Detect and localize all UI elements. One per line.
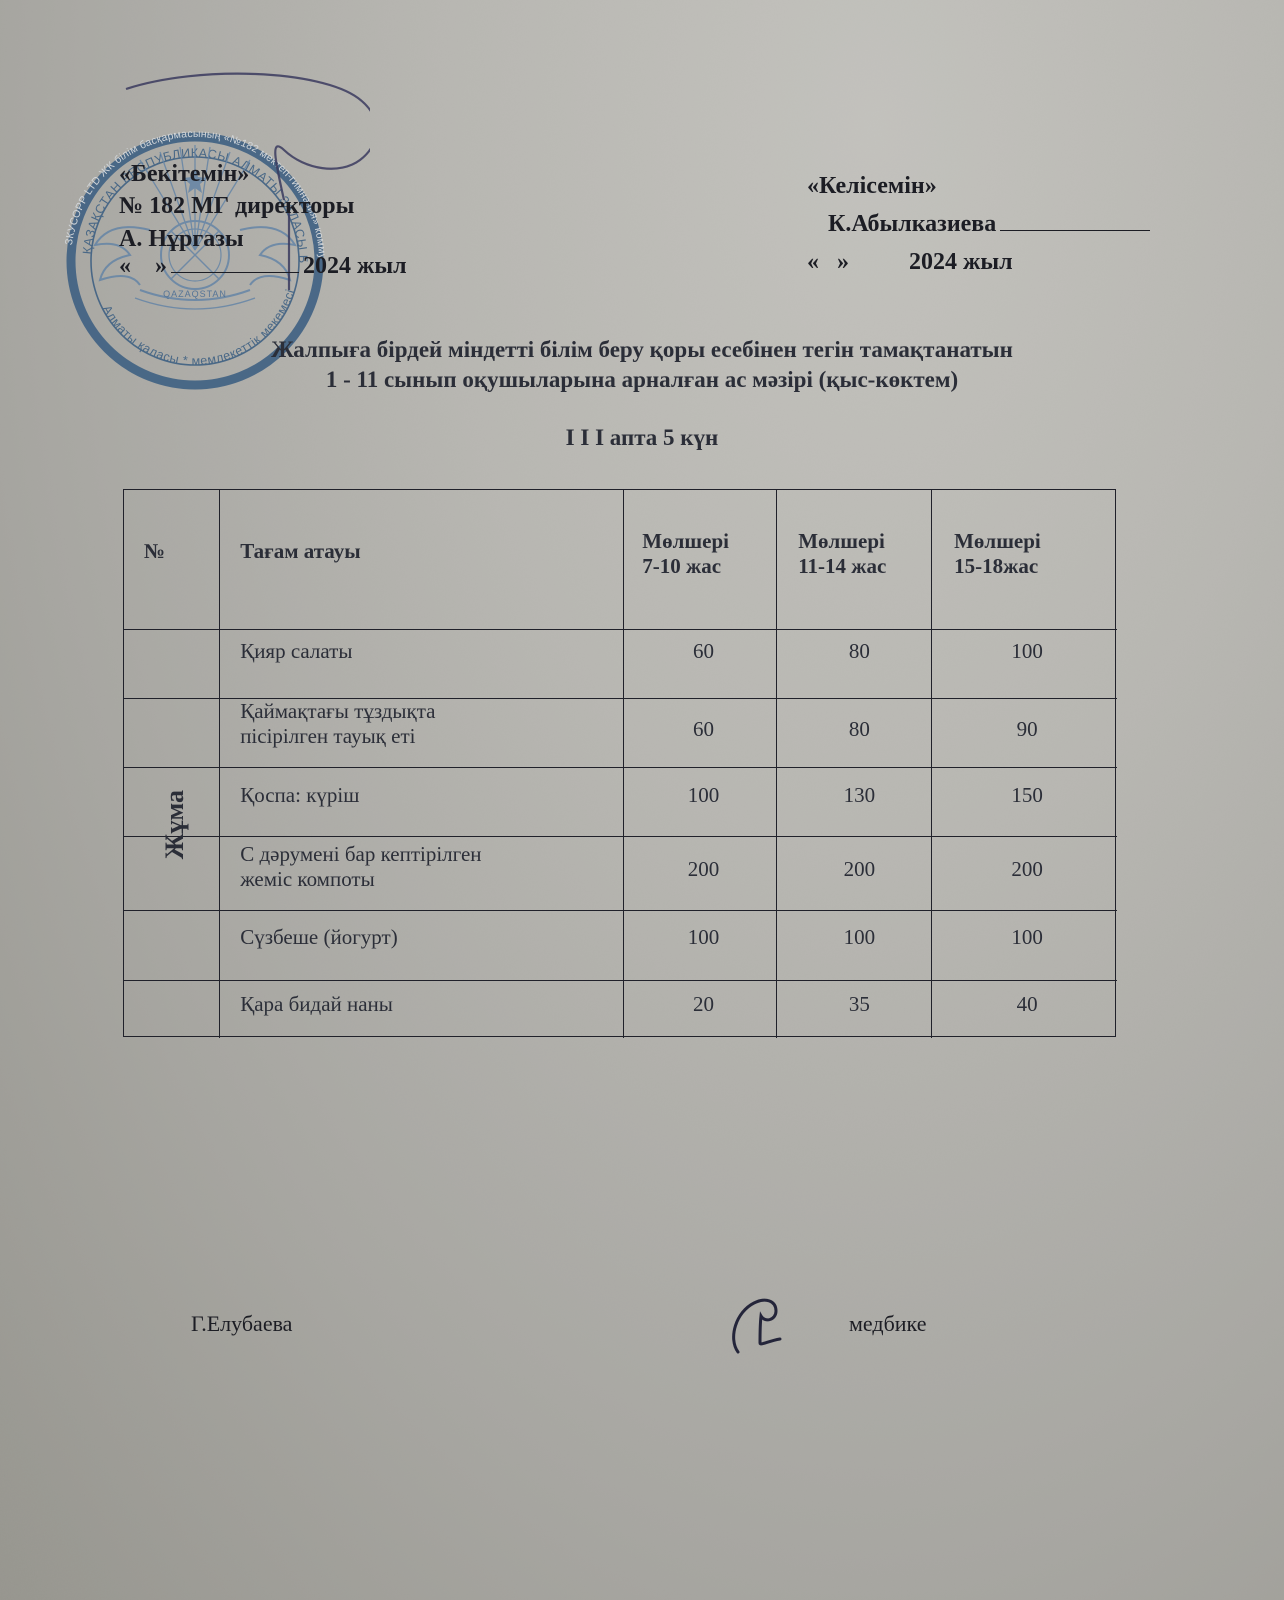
svg-text:QAZAQSTAN: QAZAQSTAN (163, 289, 227, 299)
